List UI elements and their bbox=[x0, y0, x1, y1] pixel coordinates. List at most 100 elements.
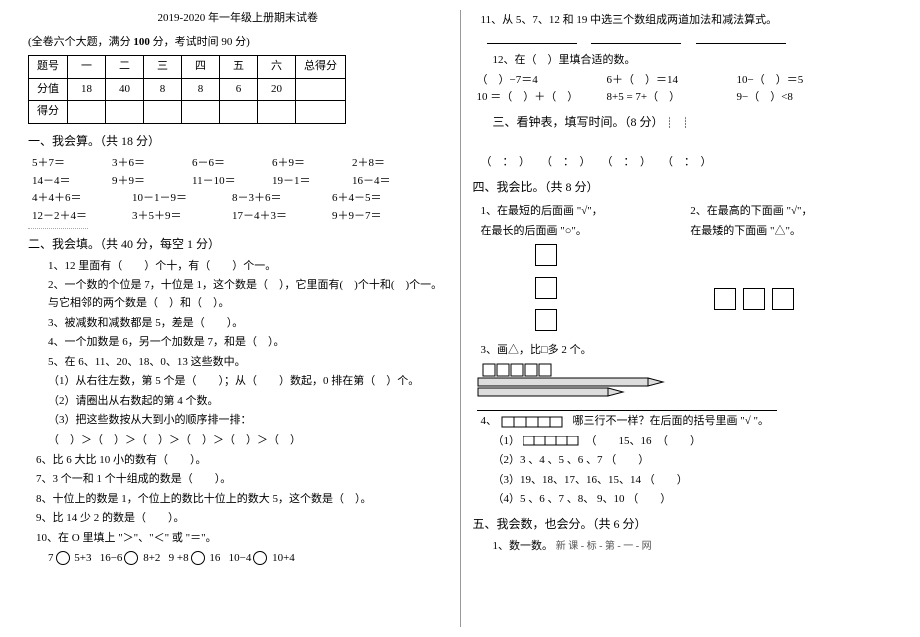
left-column: 2019-2020 年一年级上册期末试卷 (全卷六个大题，满分 100 分，考试… bbox=[20, 10, 456, 627]
q: （3）把这些数按从大到小的顺序排一排： bbox=[48, 412, 448, 430]
blank bbox=[591, 32, 681, 44]
eq: 10 ＝（ ）＋（ ） bbox=[477, 89, 607, 107]
q: 4、一个加数是 6，另一个加数是 7，和是（ ）。 bbox=[48, 334, 448, 352]
row: （4）5 、6 、7 、8、 9、10 （ ） bbox=[493, 491, 893, 509]
spacer bbox=[473, 136, 893, 152]
table-row: 题号 一 二 三 四 五 六 总得分 bbox=[29, 56, 346, 79]
circle-blank bbox=[191, 551, 205, 565]
exam-title: 2019-2020 年一年级上册期末试卷 bbox=[28, 10, 448, 28]
th: 六 bbox=[258, 56, 296, 79]
blank bbox=[696, 32, 786, 44]
square-icon bbox=[714, 288, 736, 310]
th: 题号 bbox=[29, 56, 68, 79]
t: 7 bbox=[48, 552, 54, 564]
q: 6、比 6 大比 10 小的数有（ ）。 bbox=[36, 452, 448, 470]
eq: （ ）−7＝4 bbox=[477, 72, 607, 90]
sub-prefix: (全卷六个大题，满分 bbox=[28, 36, 133, 48]
q: 7、3 个一和 1 个十组成的数是（ ）。 bbox=[36, 471, 448, 489]
eq: 8－3＋6＝ bbox=[232, 190, 332, 208]
q: 10、在 O 里填上 "＞"、"＜" 或 "＝"。 bbox=[36, 530, 448, 548]
blank-row bbox=[481, 32, 893, 51]
t: 8+2 bbox=[143, 552, 160, 564]
sec4-right: 2、在最高的下面画 "√"， 在最矮的下面画 "△"。 bbox=[682, 201, 892, 340]
q11: 11、从 5、7、12 和 19 中选三个数组成两道加法和减法算式。 bbox=[481, 12, 893, 30]
sec4-row: 1、在最短的后面画 "√"， 在最长的后面画 "○"。 2、在最高的下面画 "√… bbox=[473, 201, 893, 340]
eq: 19－1＝ bbox=[272, 173, 352, 191]
td: 6 bbox=[220, 78, 258, 101]
eq-row: 12－2＋4＝ 3＋5＋9＝ 17－4＋3＝ 9＋9－7＝ bbox=[32, 208, 448, 226]
td: 20 bbox=[258, 78, 296, 101]
eq: 6＋4－5＝ bbox=[332, 190, 432, 208]
t: 9 +8 bbox=[169, 552, 189, 564]
td bbox=[296, 101, 346, 124]
eq: 9−（ ）<8 bbox=[737, 89, 867, 107]
section4-title: 四、我会比。（共 8 分） bbox=[473, 178, 893, 197]
clock-answers: （ ： ） （ ： ） （ ： ） （ ： ） bbox=[481, 154, 893, 172]
td: 8 bbox=[144, 78, 182, 101]
t: 哪三行不一样？在后面的括号里画 "√ "。 bbox=[573, 415, 770, 427]
square-col bbox=[533, 275, 683, 308]
td bbox=[258, 101, 296, 124]
pencil-diagram bbox=[473, 362, 893, 409]
t: 10−4 bbox=[229, 552, 252, 564]
q: （2）请圈出从右数起的第 4 个数。 bbox=[48, 393, 448, 411]
td bbox=[106, 101, 144, 124]
eq-row: 14－4＝ 9＋9＝ 11－10＝ 19－1＝ 16－4＝ bbox=[32, 173, 448, 191]
eq-row: 5＋7＝ 3＋6＝ 6－6＝ 6＋9＝ 2＋8＝ bbox=[32, 155, 448, 173]
t: 三、看钟表，填写时间。（8 分） bbox=[493, 115, 664, 129]
square-col bbox=[533, 307, 683, 340]
circle-blank bbox=[124, 551, 138, 565]
sub-mid: 分，考试时间 bbox=[150, 36, 222, 48]
square-icon bbox=[743, 288, 765, 310]
t: 16−6 bbox=[100, 552, 123, 564]
answer-line bbox=[477, 410, 777, 411]
th: 总得分 bbox=[296, 56, 346, 79]
q4-3: 3、画△，比□多 2 个。 bbox=[481, 342, 893, 360]
td: 40 bbox=[106, 78, 144, 101]
eq: 11－10＝ bbox=[192, 173, 272, 191]
square-row bbox=[712, 286, 892, 319]
square-icon bbox=[535, 277, 557, 299]
section5-title: 五、我会数，也会分。（共 6 分） bbox=[473, 515, 893, 534]
q: 3、被减数和减数都是 5，差是（ ）。 bbox=[48, 315, 448, 333]
eq: 3＋6＝ bbox=[112, 155, 192, 173]
square-icon bbox=[535, 309, 557, 331]
th: 五 bbox=[220, 56, 258, 79]
td bbox=[296, 78, 346, 101]
t: （ 15、16 （ ） bbox=[586, 435, 702, 447]
t: （1） bbox=[493, 435, 521, 447]
eq: 9＋9＝ bbox=[112, 173, 192, 191]
score-table: 题号 一 二 三 四 五 六 总得分 分值 18 40 8 8 6 20 得分 bbox=[28, 55, 346, 124]
dotted-mark: ┊ ┊ bbox=[667, 118, 689, 129]
blank bbox=[487, 32, 577, 44]
exam-subtitle: (全卷六个大题，满分 100 分，考试时间 90 分) bbox=[28, 34, 448, 52]
t: 16 bbox=[209, 552, 220, 564]
eq-row: 4＋4＋6＝ 10－1－9＝ 8－3＋6＝ 6＋4－5＝ bbox=[32, 190, 448, 208]
eq: 3＋5＋9＝ bbox=[132, 208, 232, 226]
eq: 14－4＝ bbox=[32, 173, 112, 191]
spacer bbox=[682, 242, 892, 286]
td bbox=[182, 101, 220, 124]
q10-row: 7 5+3 16−6 8+2 9 +8 16 10−4 10+4 bbox=[48, 550, 448, 568]
q: （ ）＞（ ）＞（ ）＞（ ）＞（ ）＞（ ） bbox=[48, 432, 448, 450]
pencil-svg bbox=[473, 362, 693, 402]
square-icon bbox=[535, 244, 557, 266]
td bbox=[68, 101, 106, 124]
sub-suffix: 分) bbox=[232, 36, 249, 48]
right-column: 11、从 5、7、12 和 19 中选三个数组成两道加法和减法算式。 12、在（… bbox=[465, 10, 901, 627]
td: 18 bbox=[68, 78, 106, 101]
t: 10+4 bbox=[272, 552, 295, 564]
sub-score: 100 bbox=[133, 36, 150, 48]
circle-blank bbox=[56, 551, 70, 565]
eq: 12－2＋4＝ bbox=[32, 208, 132, 226]
eq: 4＋4＋6＝ bbox=[32, 190, 132, 208]
sub-time: 90 bbox=[221, 36, 232, 48]
q: 5、在 6、11、20、18、0、13 这些数中。 bbox=[48, 354, 448, 372]
t: 5+3 bbox=[74, 552, 91, 564]
eq: 6＋（ ）＝14 bbox=[607, 72, 737, 90]
row-icon bbox=[523, 436, 583, 446]
eq: 10－1－9＝ bbox=[132, 190, 232, 208]
eq: 17－4＋3＝ bbox=[232, 208, 332, 226]
divider-line bbox=[28, 228, 88, 229]
q5-1: 1、数一数。 新 课 - 标 - 第 - 一 - 网 bbox=[493, 538, 893, 556]
